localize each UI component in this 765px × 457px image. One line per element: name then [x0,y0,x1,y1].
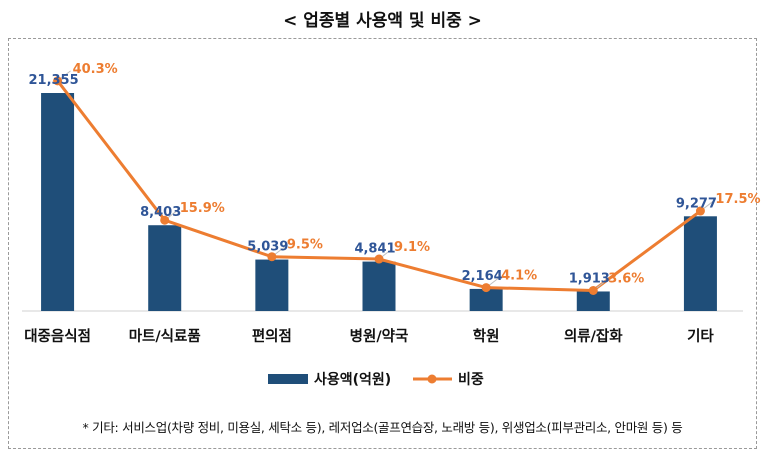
bar-value-label-4: 2,164 [462,269,503,284]
bar-value-label-3: 4,841 [354,242,395,257]
bar-value-label-2: 5,039 [247,240,288,255]
bar-2 [255,259,289,311]
share-value-label-6: 17.5% [715,192,760,207]
share-value-label-5: 3.6% [608,271,644,286]
share-point-6 [695,206,705,216]
share-point-3 [374,254,384,264]
bar-0 [41,93,75,312]
bar-6 [683,216,717,311]
footnote: * 기타: 서비스업(차량 정비, 미용실, 세탁소 등), 레저업소(골프연습… [82,420,683,435]
share-point-5 [588,285,598,295]
legend-label-bar: 사용액(억원) [314,371,391,388]
bar-4 [469,288,503,311]
share-point-4 [481,283,491,293]
category-label-2: 편의점 [252,327,292,345]
legend-label-line: 비중 [458,372,484,388]
bar-value-label-5: 1,913 [569,271,610,286]
category-label-5: 의류/잡화 [564,327,623,345]
legend-swatch-bar [268,374,308,384]
bar-1 [148,225,182,311]
bar-value-label-1: 8,403 [140,205,181,220]
category-label-6: 기타 [687,328,714,345]
share-value-label-3: 9.1% [394,240,430,255]
share-point-0 [53,76,63,86]
share-value-label-4: 4.1% [501,269,537,284]
bar-value-label-0: 21,355 [28,73,78,88]
chart-title: < 업종별 사용액 및 비중 > [283,11,482,31]
category-label-0: 대중음식점 [24,327,91,345]
category-label-4: 학원 [473,328,500,345]
bar-3 [362,261,396,311]
bar-value-label-6: 9,277 [676,196,717,211]
share-value-label-2: 9.5% [287,238,323,253]
share-point-2 [267,252,277,262]
bar-5 [576,291,610,311]
category-label-3: 병원/약국 [350,327,409,345]
chart-frame [8,38,757,449]
share-point-1 [160,215,170,225]
share-value-label-1: 15.9% [180,201,225,216]
legend-swatch-marker [427,374,437,384]
category-label-1: 마트/식료품 [129,328,201,345]
share-value-label-0: 40.3% [73,62,118,77]
